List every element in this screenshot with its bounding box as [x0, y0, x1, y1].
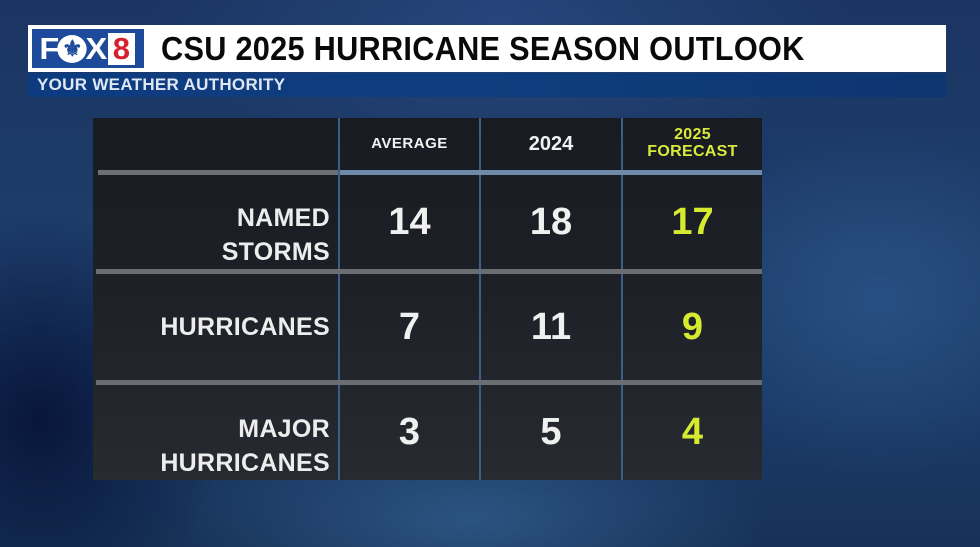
value-forecast-hurricanes: 9 [681, 305, 704, 348]
value-average-named-storms: 14 [388, 200, 431, 243]
value-forecast-named-storms: 17 [671, 200, 714, 243]
fleur-de-lis-icon: ⚜ [57, 34, 87, 63]
row-label-line2: HURRICANES [160, 449, 330, 477]
row-label-line1: MAJOR [238, 415, 330, 443]
row-label-major-hurricanes: MAJOR HURRICANES [93, 385, 338, 480]
column-header-label: 2024 [528, 132, 574, 155]
logo-number: 8 [107, 32, 135, 65]
column-header-2025-forecast: 2025 FORECAST [623, 118, 762, 170]
value-2024-named-storms: 18 [529, 200, 573, 243]
row-label-named-storms: NAMED STORMS [93, 175, 338, 269]
tagline: YOUR WEATHER AUTHORITY [37, 75, 286, 94]
column-header-2024: 2024 [481, 118, 621, 170]
title-bar: F ⚜ X 8 CSU 2025 HURRICANE SEASON OUTLOO… [28, 25, 946, 72]
value-2024-hurricanes: 11 [530, 305, 572, 348]
column-header-label-line2: FORECAST [647, 143, 738, 160]
logo-letter-x: X [85, 31, 108, 66]
value-average-hurricanes: 7 [398, 305, 421, 348]
column-divider [479, 118, 481, 480]
title-banner: F ⚜ X 8 CSU 2025 HURRICANE SEASON OUTLOO… [28, 25, 946, 97]
header-separator [98, 170, 338, 175]
row-separator [96, 380, 762, 385]
row-label-line2: STORMS [221, 238, 330, 266]
header-separator [340, 170, 762, 175]
column-header-average: AVERAGE [340, 118, 479, 170]
row-separator [96, 269, 762, 274]
row-label-line1: NAMED [236, 204, 330, 232]
fox8-logo: F ⚜ X 8 [30, 27, 146, 70]
column-header-label: AVERAGE [371, 135, 448, 153]
column-header-label-line1: 2025 [674, 126, 711, 144]
logo-wordmark: F ⚜ X [39, 31, 108, 66]
value-2024-major-hurricanes: 5 [540, 411, 562, 453]
logo-letter-f: F [39, 31, 60, 66]
row-label-line1: HURRICANES [160, 313, 330, 341]
page-title: CSU 2025 HURRICANE SEASON OUTLOOK [161, 30, 805, 67]
column-divider [338, 118, 340, 480]
subtitle-bar: YOUR WEATHER AUTHORITY [28, 73, 946, 97]
value-forecast-major-hurricanes: 4 [681, 411, 704, 453]
outlook-table: AVERAGE 2024 2025 FORECAST NAMED STORMS … [93, 118, 762, 480]
column-divider [621, 118, 623, 480]
value-average-major-hurricanes: 3 [398, 411, 421, 453]
row-label-hurricanes: HURRICANES [93, 274, 338, 380]
